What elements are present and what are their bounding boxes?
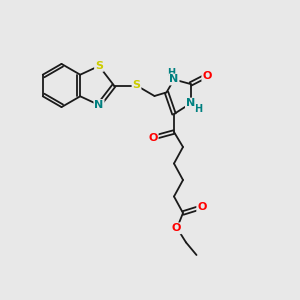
Text: N: N	[94, 100, 103, 110]
Text: H: H	[167, 68, 176, 79]
Text: S: S	[95, 61, 103, 71]
Text: O: O	[172, 223, 181, 233]
Text: H: H	[194, 104, 202, 115]
Text: O: O	[148, 133, 158, 143]
Text: N: N	[186, 98, 195, 109]
Text: S: S	[133, 80, 140, 91]
Text: O: O	[197, 202, 207, 212]
Text: O: O	[202, 71, 212, 81]
Text: N: N	[169, 74, 178, 85]
